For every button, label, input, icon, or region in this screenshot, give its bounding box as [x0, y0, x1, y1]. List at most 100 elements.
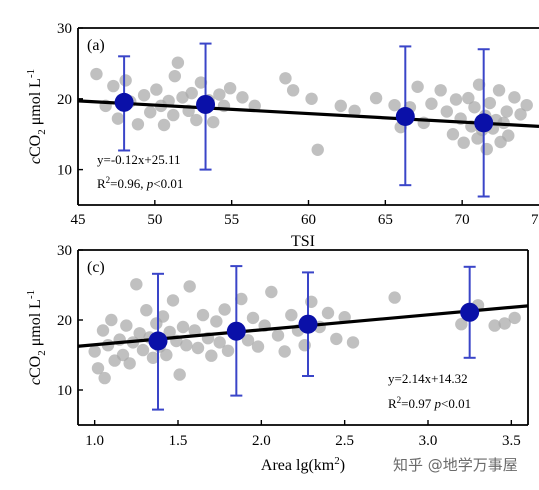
- data-point: [298, 339, 311, 352]
- panel-a: 45 50 55 60 65 70 7 10 20 30 (a) y=-0.12x+25.11 R2=0…: [25, 21, 539, 250]
- data-point: [508, 91, 521, 104]
- x-tick-label: 60: [301, 212, 316, 228]
- data-point: [185, 86, 198, 100]
- data-point: [88, 345, 101, 358]
- data-point: [180, 339, 193, 352]
- data-point: [286, 84, 300, 97]
- data-point: [133, 327, 146, 340]
- data-point: [472, 78, 486, 91]
- data-point: [483, 96, 497, 110]
- data-point: [265, 285, 278, 299]
- data-point: [508, 311, 521, 325]
- data-point: [388, 98, 401, 112]
- data-point: [171, 56, 185, 69]
- data-point: [90, 67, 103, 81]
- mean-point: [298, 314, 318, 334]
- data-point: [446, 128, 460, 141]
- data-point: [480, 142, 493, 156]
- data-point: [140, 304, 153, 317]
- data-point: [137, 89, 151, 102]
- data-point: [492, 84, 506, 97]
- plot-area: [78, 42, 539, 198]
- data-point: [251, 340, 265, 353]
- data-point: [176, 320, 190, 334]
- data-point: [235, 292, 248, 306]
- data-point: [91, 362, 105, 375]
- y-tick-label: 10: [57, 383, 72, 399]
- data-point: [160, 348, 173, 362]
- data-point: [119, 74, 132, 87]
- data-point: [123, 357, 136, 370]
- data-point: [190, 113, 203, 127]
- x-tick-label: 1.0: [85, 433, 104, 449]
- data-point: [191, 341, 205, 355]
- data-point: [188, 324, 201, 337]
- data-point: [346, 336, 360, 349]
- data-point: [462, 91, 475, 105]
- data-point: [210, 315, 223, 328]
- mean-point: [148, 331, 168, 351]
- data-point: [173, 368, 186, 381]
- x-tick-label: 65: [378, 212, 393, 228]
- data-point: [98, 371, 111, 385]
- data-point: [162, 94, 175, 108]
- data-point: [163, 325, 176, 339]
- trend-line: [78, 99, 539, 128]
- data-point: [146, 351, 160, 364]
- data-point: [305, 295, 318, 308]
- r-squared: R2=0.97 p<0.01: [388, 395, 471, 411]
- data-point: [207, 115, 220, 129]
- data-point: [144, 106, 157, 119]
- data-point: [449, 93, 463, 106]
- x-tick-label: 7: [531, 212, 539, 228]
- y-tick-label: 30: [57, 21, 72, 37]
- data-point: [321, 306, 335, 320]
- data-point: [468, 101, 481, 114]
- data-point: [241, 334, 255, 347]
- data-point: [120, 319, 133, 332]
- y-tick-label: 20: [57, 313, 72, 329]
- x-tick-label: 55: [224, 212, 239, 228]
- x-axis-label: TSI: [291, 233, 315, 250]
- data-point: [334, 99, 347, 113]
- data-point: [107, 79, 120, 93]
- data-point: [338, 311, 351, 324]
- data-point: [500, 105, 513, 118]
- regression-equation: y=-0.12x+25.11: [97, 152, 181, 167]
- data-point: [168, 69, 182, 83]
- data-point: [116, 348, 130, 362]
- data-point: [176, 91, 189, 104]
- y-axis-label: cCO2 μmol L-1: [25, 69, 48, 164]
- data-point: [167, 108, 180, 122]
- x-tick-label: 1.5: [169, 433, 188, 449]
- data-point: [157, 118, 171, 132]
- data-point: [411, 80, 424, 93]
- x-tick-label: 3.5: [502, 433, 521, 449]
- data-point: [271, 329, 285, 342]
- data-point: [136, 343, 150, 357]
- data-point: [520, 98, 533, 112]
- data-point: [150, 83, 163, 96]
- x-axis-label: Area lg(km2): [261, 455, 345, 474]
- data-point: [156, 310, 170, 323]
- x-tick-label: 2.5: [335, 433, 354, 449]
- panel-label: (a): [87, 37, 105, 54]
- data-point: [440, 105, 453, 118]
- data-point: [221, 344, 235, 357]
- plot-area: [78, 265, 528, 411]
- data-point: [213, 88, 226, 101]
- data-point: [285, 308, 298, 322]
- r-squared: R2=0.96, p<0.01: [97, 175, 183, 191]
- data-point: [311, 143, 324, 156]
- data-point: [183, 280, 196, 293]
- x-tick-label: 2.0: [252, 433, 271, 449]
- data-point: [305, 92, 318, 106]
- mean-point: [474, 113, 494, 133]
- data-point: [434, 84, 447, 97]
- data-point: [130, 278, 143, 291]
- data-point: [96, 324, 110, 337]
- data-point: [278, 345, 291, 358]
- y-tick-label: 30: [57, 243, 72, 259]
- y-tick-label: 20: [57, 92, 72, 108]
